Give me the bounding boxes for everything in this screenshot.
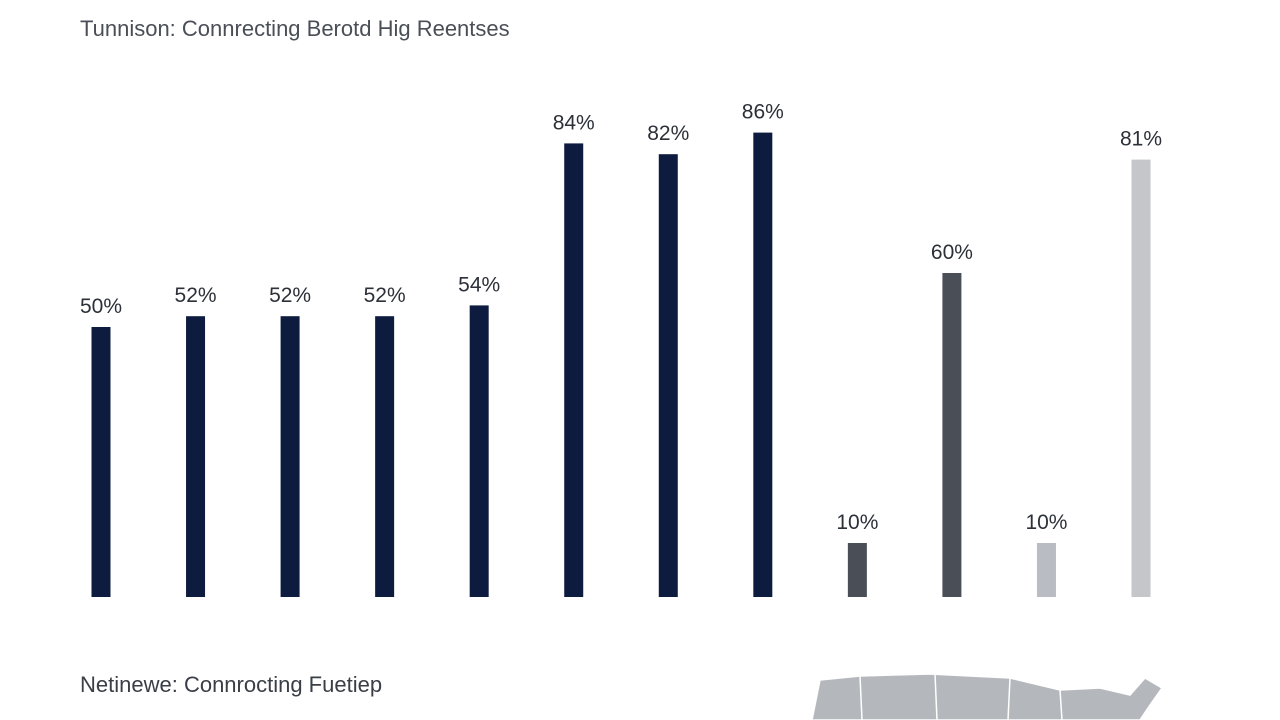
- bar: [375, 316, 395, 597]
- bar: [91, 327, 111, 597]
- value-label: 10%: [836, 511, 878, 534]
- value-label: 86%: [742, 101, 784, 124]
- chart-title: Tunnison: Connrecting Berotd Hig Reentse…: [80, 16, 510, 41]
- value-label: 60%: [931, 241, 973, 264]
- bar: [564, 143, 584, 597]
- bar: [658, 154, 678, 597]
- value-label: 82%: [647, 122, 689, 145]
- value-label: 52%: [269, 284, 311, 307]
- bar: [847, 543, 867, 597]
- value-label: 10%: [1025, 511, 1067, 534]
- chart-subtitle: Netinewe: Connrocting Fuetiep: [80, 672, 382, 697]
- value-label: 50%: [80, 295, 122, 318]
- value-label: 52%: [175, 284, 217, 307]
- map-borders: [859, 673, 1063, 720]
- bar: [753, 132, 773, 597]
- value-label: 52%: [364, 284, 406, 307]
- bar: [1036, 543, 1056, 597]
- bar: [469, 305, 489, 597]
- bar: [942, 273, 962, 597]
- bar: [186, 316, 206, 597]
- value-label: 84%: [553, 111, 595, 134]
- map-graphic: [811, 673, 1164, 720]
- value-label: 54%: [458, 273, 500, 296]
- map-shape: [811, 673, 1164, 720]
- bar: [280, 316, 300, 597]
- bar: [1131, 159, 1151, 597]
- value-label: 81%: [1120, 128, 1162, 151]
